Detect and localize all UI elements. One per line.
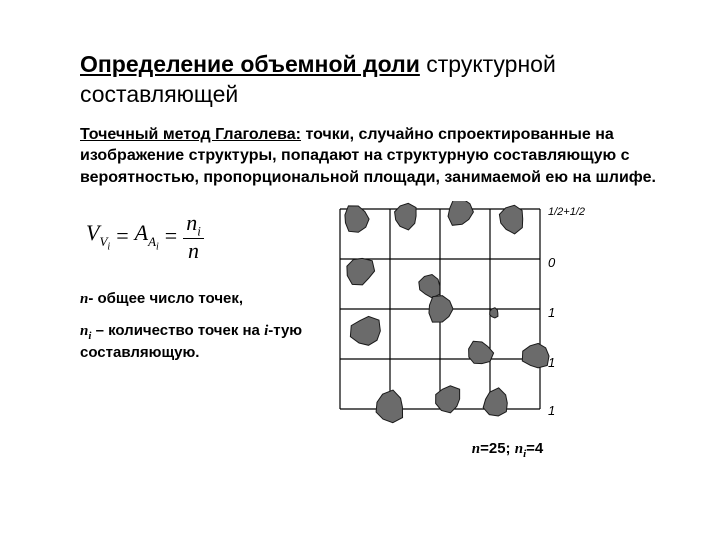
- caption: n=25; ni=4: [355, 440, 660, 460]
- legend-ni: ni – количество точек на i-тую составляю…: [80, 322, 305, 363]
- formula: VVi = AAi = ni n: [86, 211, 305, 262]
- method-name: Точечный метод Глаголева:: [80, 126, 301, 143]
- formula-V: VVi: [86, 220, 110, 252]
- diagram-svg: 1/2+1/2 0 1 1 1: [330, 201, 590, 426]
- svg-text:1/2+1/2: 1/2+1/2: [548, 206, 585, 218]
- formula-eq1: =: [116, 223, 128, 249]
- svg-text:1: 1: [548, 403, 555, 418]
- page-title: Определение объемной доли структурной со…: [80, 50, 660, 110]
- right-column: 1/2+1/2 0 1 1 1 n=25; ni=4: [325, 201, 660, 460]
- formula-A: AAi: [135, 220, 159, 252]
- diagram: 1/2+1/2 0 1 1 1: [330, 201, 590, 426]
- legend-n: n- общее число точек,: [80, 290, 305, 309]
- method-description: Точечный метод Глаголева: точки, случайн…: [80, 124, 660, 189]
- svg-text:1: 1: [548, 305, 555, 320]
- svg-text:1: 1: [548, 355, 555, 370]
- left-column: VVi = AAi = ni n n- общее число точек, n…: [80, 201, 305, 377]
- content-row: VVi = AAi = ni n n- общее число точек, n…: [80, 201, 660, 460]
- formula-eq2: =: [165, 223, 177, 249]
- title-bold: Определение объемной доли: [80, 51, 420, 77]
- formula-fraction: ni n: [183, 211, 204, 262]
- svg-text:0: 0: [548, 255, 556, 270]
